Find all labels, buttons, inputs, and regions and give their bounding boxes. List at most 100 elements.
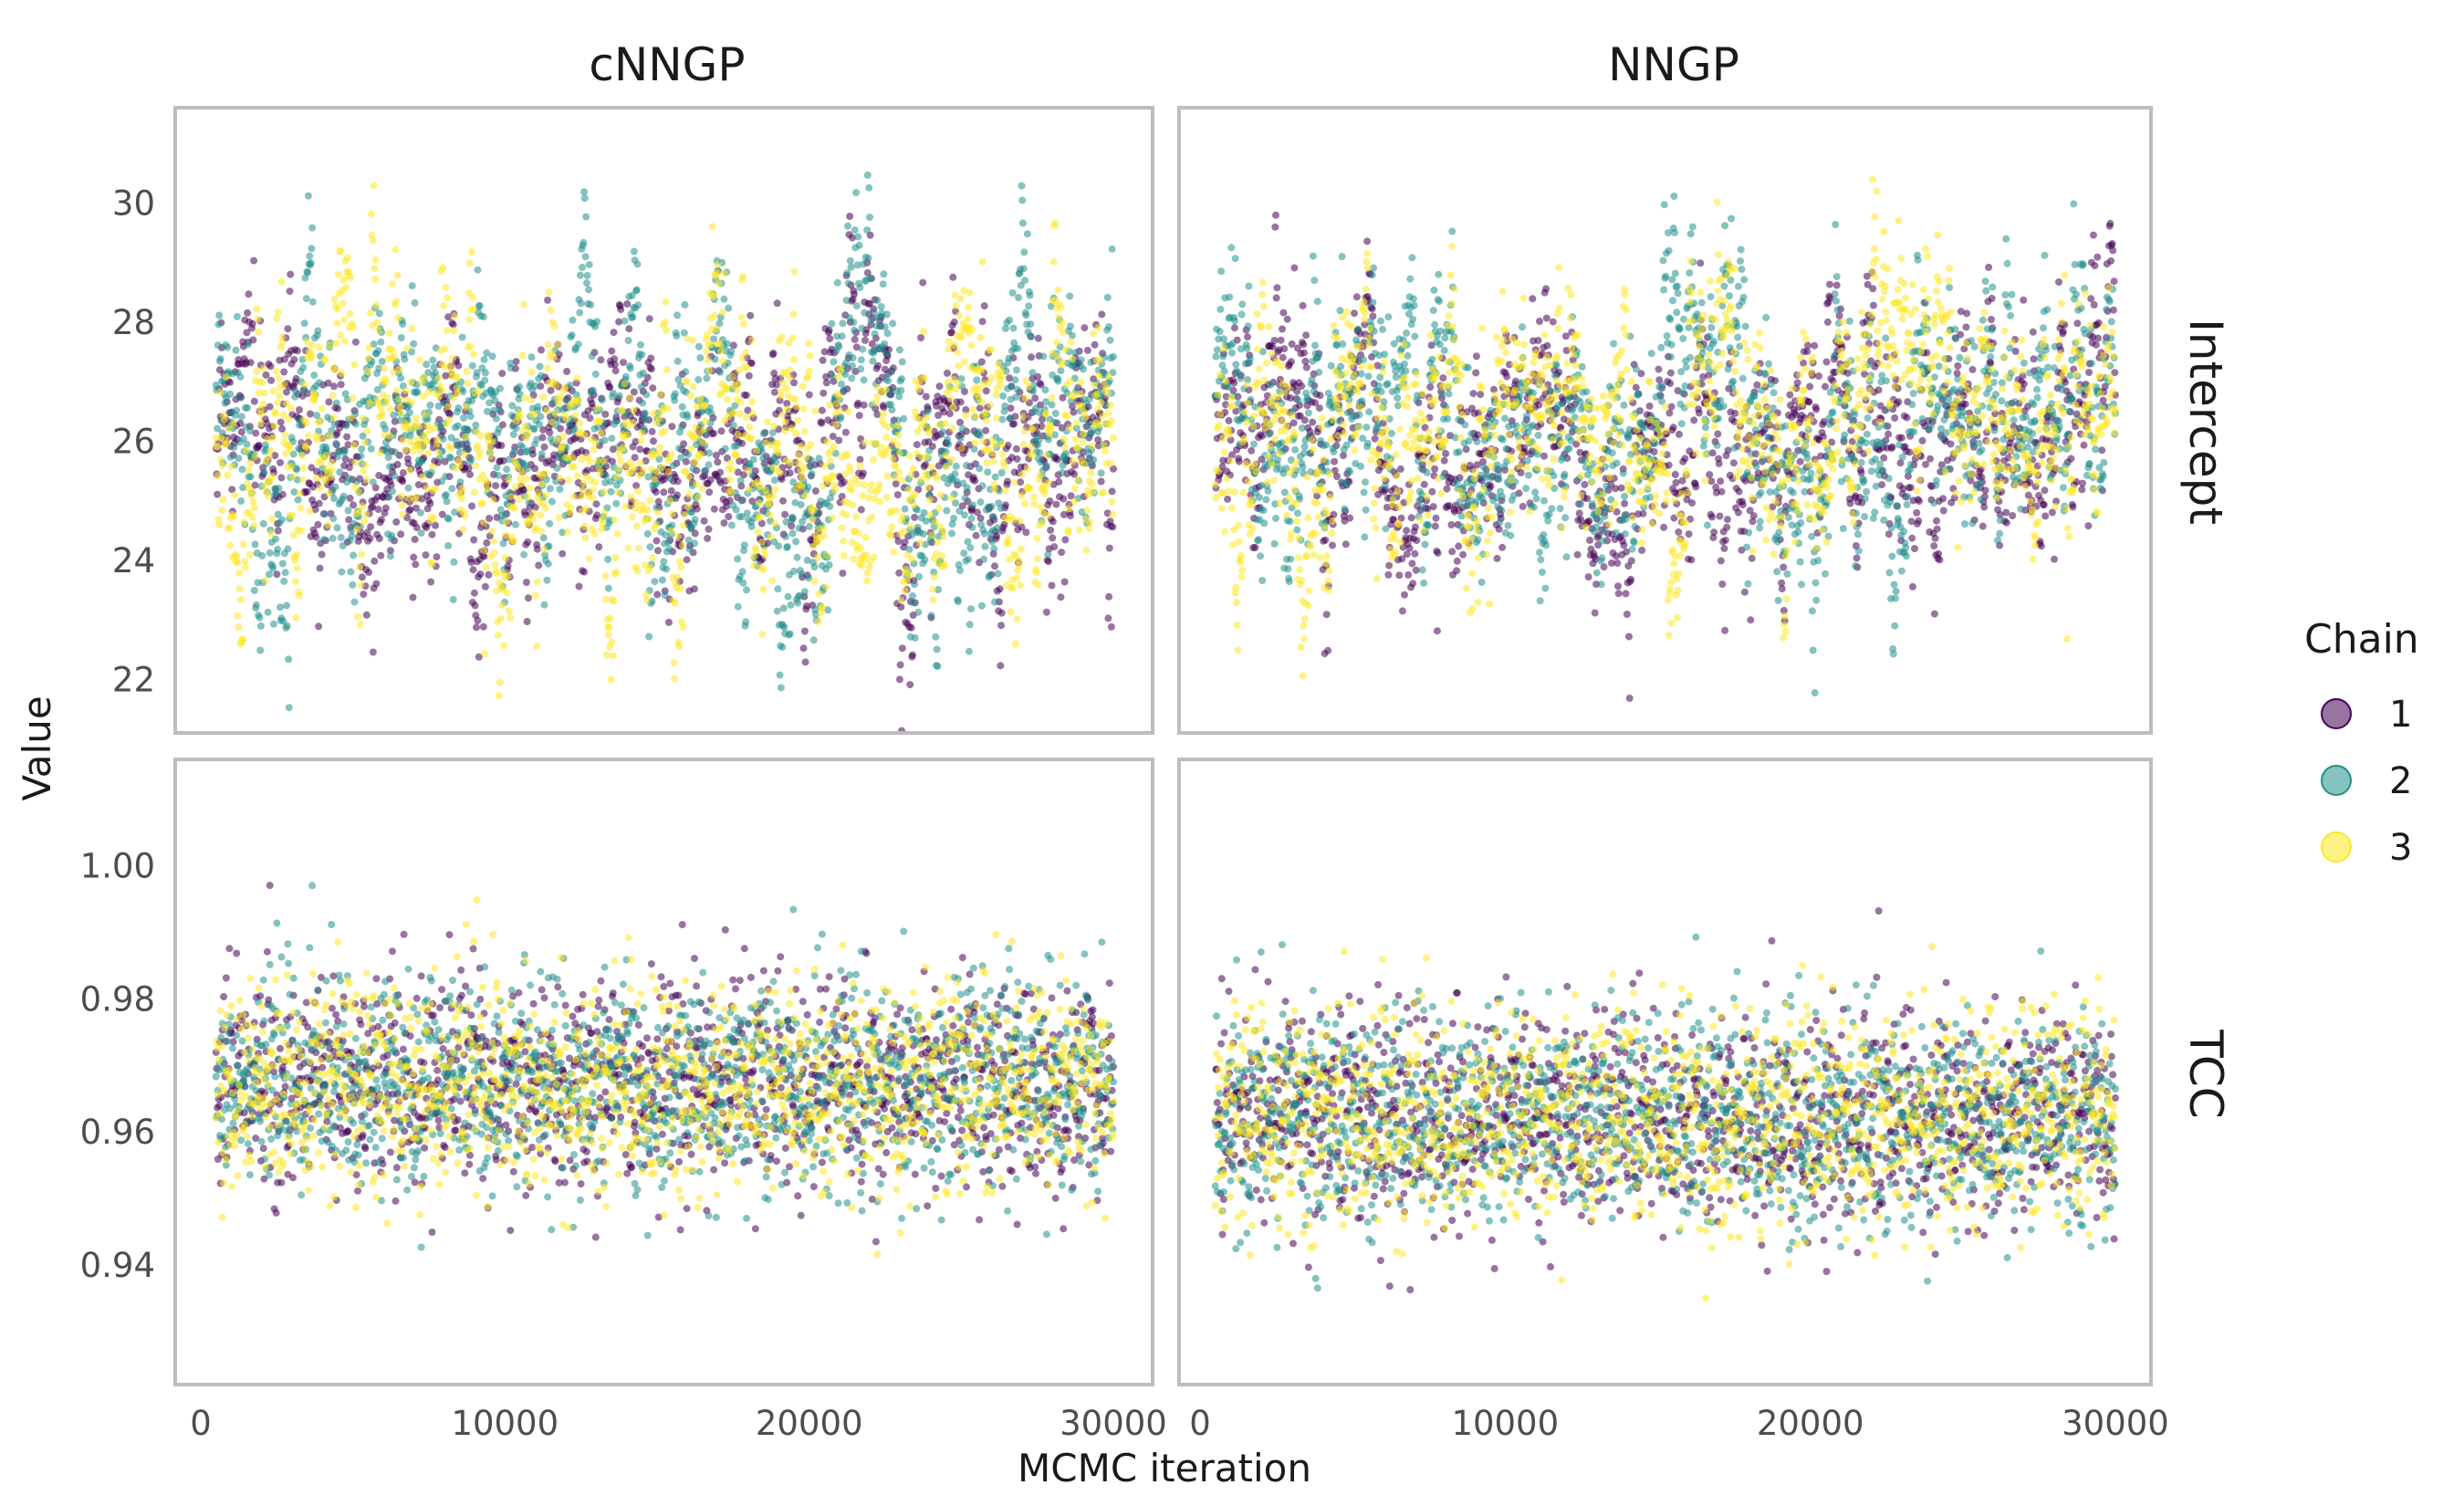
trace-point [941, 420, 949, 428]
trace-point [783, 384, 791, 392]
trace-point [608, 434, 616, 443]
trace-point [835, 342, 843, 350]
trace-point [652, 520, 660, 528]
trace-point [1036, 470, 1044, 478]
trace-point [1632, 383, 1640, 392]
trace-point [705, 449, 714, 457]
trace-point [356, 563, 364, 571]
trace-point [1022, 311, 1030, 319]
trace-point [997, 622, 1005, 630]
trace-point [654, 508, 662, 517]
trace-point [868, 480, 875, 488]
trace-point [987, 346, 995, 354]
trace-point [768, 577, 777, 585]
trace-point [609, 652, 617, 660]
trace-point [392, 298, 401, 306]
trace-point [671, 600, 679, 608]
trace-point [799, 382, 807, 391]
trace-point [350, 551, 358, 560]
trace-point [482, 563, 490, 571]
trace-point [486, 452, 495, 460]
trace-point [1342, 540, 1350, 549]
trace-point [1096, 420, 1104, 428]
trace-point [275, 374, 283, 382]
trace-point [737, 497, 746, 505]
trace-point [308, 352, 316, 361]
trace-point [651, 578, 659, 586]
trace-point [968, 326, 976, 334]
trace-point [593, 404, 601, 413]
trace-point [1034, 334, 1042, 342]
trace-point [231, 491, 239, 499]
trace-point [906, 571, 914, 580]
trace-point [700, 467, 708, 476]
trace-point [667, 450, 674, 458]
trace-point [476, 570, 485, 578]
trace-point [703, 348, 711, 356]
trace-point [944, 369, 951, 377]
trace-point [527, 353, 536, 361]
trace-point [315, 343, 323, 351]
trace-point [935, 382, 944, 391]
trace-point [1519, 502, 1527, 510]
trace-point [837, 367, 845, 375]
trace-point [893, 507, 901, 515]
trace-point [1617, 484, 1625, 492]
trace-point [696, 394, 705, 403]
trace-point [971, 413, 979, 421]
trace-point [1706, 471, 1714, 478]
trace-point [869, 357, 877, 365]
trace-point [1279, 325, 1286, 333]
trace-point [947, 529, 955, 538]
trace-point [244, 403, 252, 412]
trace-point [576, 309, 584, 317]
trace-point [588, 352, 596, 361]
trace-point [1107, 459, 1115, 467]
trace-point [399, 510, 407, 518]
trace-point [465, 465, 473, 472]
trace-point [583, 271, 591, 279]
trace-point [360, 439, 369, 447]
trace-point [973, 376, 981, 384]
trace-point [818, 419, 826, 427]
trace-point [792, 538, 800, 546]
trace-point [473, 623, 480, 632]
trace-point [678, 423, 685, 431]
trace-point [884, 444, 893, 453]
trace-point [711, 355, 719, 363]
trace-point [699, 425, 707, 434]
trace-point [960, 511, 968, 519]
trace-point [1011, 640, 1019, 648]
trace-point [561, 383, 569, 392]
trace-point [630, 406, 638, 414]
trace-point [1073, 444, 1081, 452]
trace-point [479, 519, 487, 527]
trace-point [450, 558, 458, 566]
trace-point [701, 402, 709, 410]
trace-point [226, 453, 235, 461]
trace-point [680, 521, 688, 529]
trace-point [490, 549, 498, 557]
trace-point [852, 189, 861, 197]
trace-point [251, 453, 259, 460]
trace-point [369, 648, 377, 656]
trace-point [458, 333, 466, 341]
trace-point [378, 516, 385, 524]
trace-point [767, 533, 775, 541]
trace-point [317, 417, 325, 425]
trace-point [789, 478, 798, 486]
trace-point [298, 476, 307, 484]
trace-point [696, 354, 705, 361]
trace-point [965, 303, 973, 311]
trace-point [999, 392, 1008, 400]
trace-point [489, 496, 497, 504]
trace-point [214, 490, 222, 498]
trace-point [278, 560, 287, 568]
trace-point [1028, 369, 1037, 377]
trace-point [774, 439, 782, 447]
trace-point [764, 418, 772, 426]
trace-point [277, 474, 286, 482]
strip-label-col-1: cNNGP [589, 38, 745, 91]
trace-point [300, 319, 308, 328]
